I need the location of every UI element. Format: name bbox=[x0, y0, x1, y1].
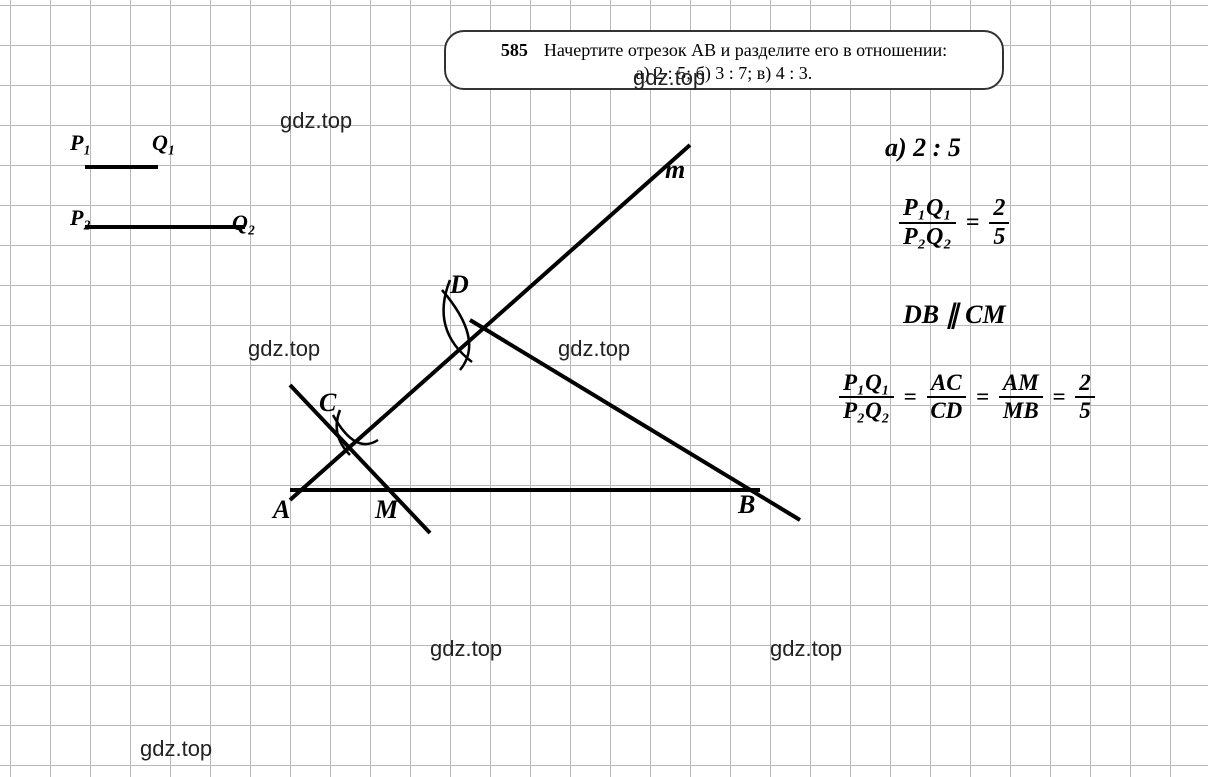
note-parallel: DB ∥ CM bbox=[903, 300, 1006, 330]
label-b: B bbox=[738, 490, 755, 520]
note-ratio1: P₁Q₁ P₂Q₂ = 2 5 bbox=[895, 195, 1013, 251]
label-c: C bbox=[319, 388, 336, 418]
note-ratio2: P₁Q₁ P₂Q₂ = AC CD = AM MB = 2 5 bbox=[835, 370, 1099, 424]
label-m-point: M bbox=[375, 495, 398, 525]
line-cm bbox=[290, 385, 430, 533]
label-d: D bbox=[450, 270, 469, 300]
label-a: A bbox=[273, 495, 290, 525]
label-m-ray: m bbox=[665, 155, 685, 185]
note-part-a: a) 2 : 5 bbox=[885, 133, 961, 163]
